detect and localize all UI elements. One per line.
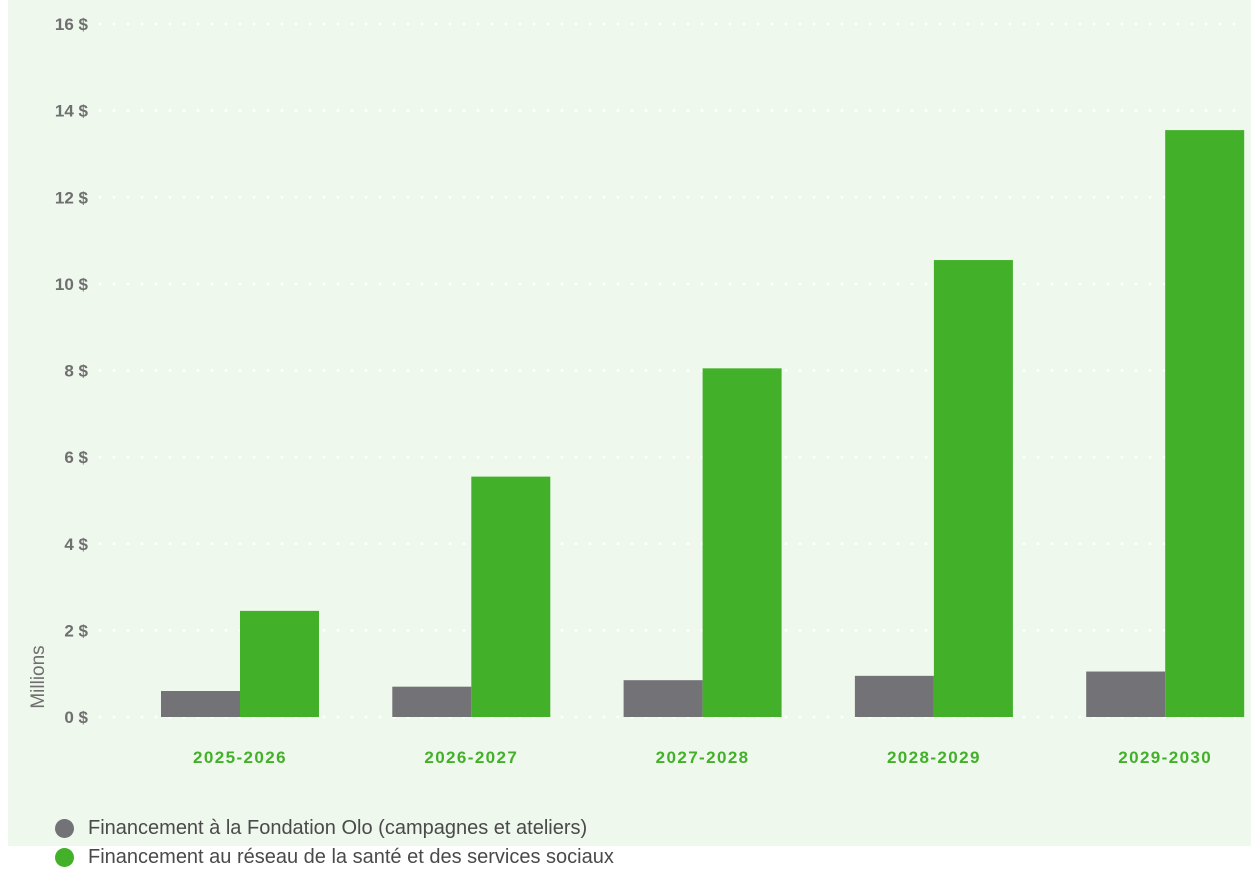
plot-background: [8, 0, 1251, 846]
x-tick-label: 2025-2026: [193, 748, 287, 767]
y-tick-label: 8 $: [64, 362, 88, 381]
legend: Financement à la Fondation Olo (campagne…: [55, 814, 614, 872]
legend-item-reseau: Financement au réseau de la santé et des…: [55, 843, 614, 872]
bar: [240, 610, 319, 717]
legend-label-reseau: Financement au réseau de la santé et des…: [88, 846, 614, 868]
y-tick-label: 2 $: [64, 621, 88, 640]
x-tick-label: 2027-2028: [656, 748, 750, 767]
y-tick-label: 4 $: [64, 535, 88, 554]
x-axis-ticks: 2025-2026 2026-2027 2027-2028 2028-2029 2029…: [193, 748, 1212, 767]
y-tick-label: 10 $: [55, 275, 89, 294]
legend-swatch-fondation: [55, 819, 74, 838]
bar: [623, 680, 703, 717]
bar: [161, 691, 240, 717]
x-tick-label: 2026-2027: [424, 748, 518, 767]
bar: [854, 675, 934, 717]
legend-label-fondation: Financement à la Fondation Olo (campagne…: [88, 817, 588, 839]
bar: [392, 686, 472, 717]
y-tick-label: 16 $: [55, 15, 89, 34]
y-tick-label: 14 $: [55, 102, 89, 121]
bar: [471, 476, 551, 717]
bar: [1086, 671, 1166, 717]
bar: [702, 368, 782, 717]
y-tick-label: 12 $: [55, 188, 89, 207]
legend-item-fondation: Financement à la Fondation Olo (campagne…: [55, 814, 614, 843]
bar: [933, 260, 1013, 717]
y-tick-label: 0 $: [64, 708, 88, 727]
bar: [1165, 130, 1245, 718]
bars: [161, 130, 1245, 718]
y-axis-ticks: 0 $ 2 $ 4 $ 6 $ 8 $ 10 $ 12 $ 14 $ 16 $: [55, 15, 89, 727]
legend-swatch-reseau: [55, 848, 74, 867]
y-axis-label: Millions: [28, 645, 49, 708]
y-tick-label: 6 $: [64, 448, 88, 467]
x-tick-label: 2028-2029: [887, 748, 981, 767]
x-tick-label: 2029-2030: [1118, 748, 1212, 767]
